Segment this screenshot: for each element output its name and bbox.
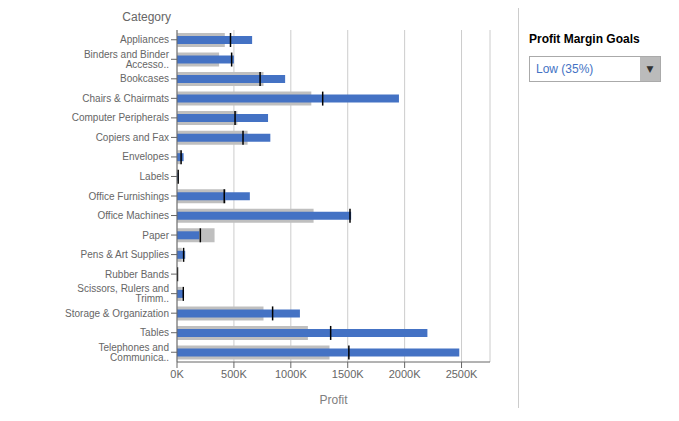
svg-text:Rubber Bands: Rubber Bands [105,269,169,280]
html-text:Category: Category [122,10,171,24]
svg-text:Telephones andCommunica..: Telephones andCommunica.. [98,342,169,363]
svg-text:Office Furnishings: Office Furnishings [89,191,169,202]
svg-text:Storage & Organization: Storage & Organization [65,308,169,319]
svg-text:Chairs & Chairmats: Chairs & Chairmats [82,93,169,104]
svg-text:1500K: 1500K [332,368,364,380]
svg-text:Scissors, Rulers andTrimm..: Scissors, Rulers andTrimm.. [77,283,169,304]
svg-text:Computer Peripherals: Computer Peripherals [72,112,169,123]
svg-text:0K: 0K [170,368,184,380]
svg-text:Paper: Paper [142,230,169,241]
svg-text:Tables: Tables [140,327,169,338]
svg-text:Office Machines: Office Machines [97,210,169,221]
svg-text:Appliances: Appliances [120,34,169,45]
svg-text:Binders and BinderAccesso..: Binders and BinderAccesso.. [84,49,170,70]
html-text:Profit Margin Goals: Profit Margin Goals [529,32,640,46]
svg-text:Bookcases: Bookcases [120,73,169,84]
svg-text:Envelopes: Envelopes [122,151,169,162]
svg-text:500K: 500K [221,368,247,380]
svg-text:1000K: 1000K [275,368,307,380]
svg-text:Profit: Profit [319,393,348,407]
svg-text:2500K: 2500K [446,368,478,380]
html-text:Low (35%): Low (35%) [536,62,594,76]
svg-text:Labels: Labels [140,171,169,182]
svg-text:Pens & Art Supplies: Pens & Art Supplies [81,249,169,260]
svg-text:Copiers and Fax: Copiers and Fax [96,132,169,143]
svg-text:2000K: 2000K [389,368,421,380]
